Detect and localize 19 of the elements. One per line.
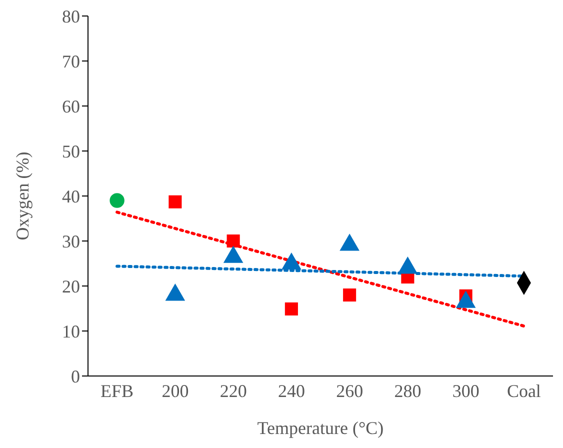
y-tick-label: 20 (62, 276, 80, 296)
x-tick-label: 280 (394, 380, 422, 401)
x-tick-label: 200 (162, 380, 189, 401)
y-tick-label: 70 (62, 51, 80, 72)
y-tick-label: 80 (62, 6, 80, 26)
x-tick-label: EFB (100, 380, 134, 401)
y-tick-label: 50 (62, 141, 80, 162)
x-tick-label: Coal (506, 380, 541, 401)
x-tick-label: 260 (336, 380, 364, 401)
x-tick-label: 220 (220, 380, 247, 401)
x-tick-label: 240 (278, 380, 305, 401)
y-tick-label: 60 (62, 96, 80, 116)
x-axis-title: Temperature (°C) (257, 418, 384, 438)
y-tick-label: 30 (62, 231, 80, 252)
y-tick-label: 0 (71, 366, 80, 386)
y-tick-label: 10 (62, 321, 80, 342)
x-tick-label: 300 (452, 380, 480, 401)
y-tick-label: 40 (62, 186, 80, 206)
y-axis-title: Oxygen (%) (12, 152, 32, 240)
